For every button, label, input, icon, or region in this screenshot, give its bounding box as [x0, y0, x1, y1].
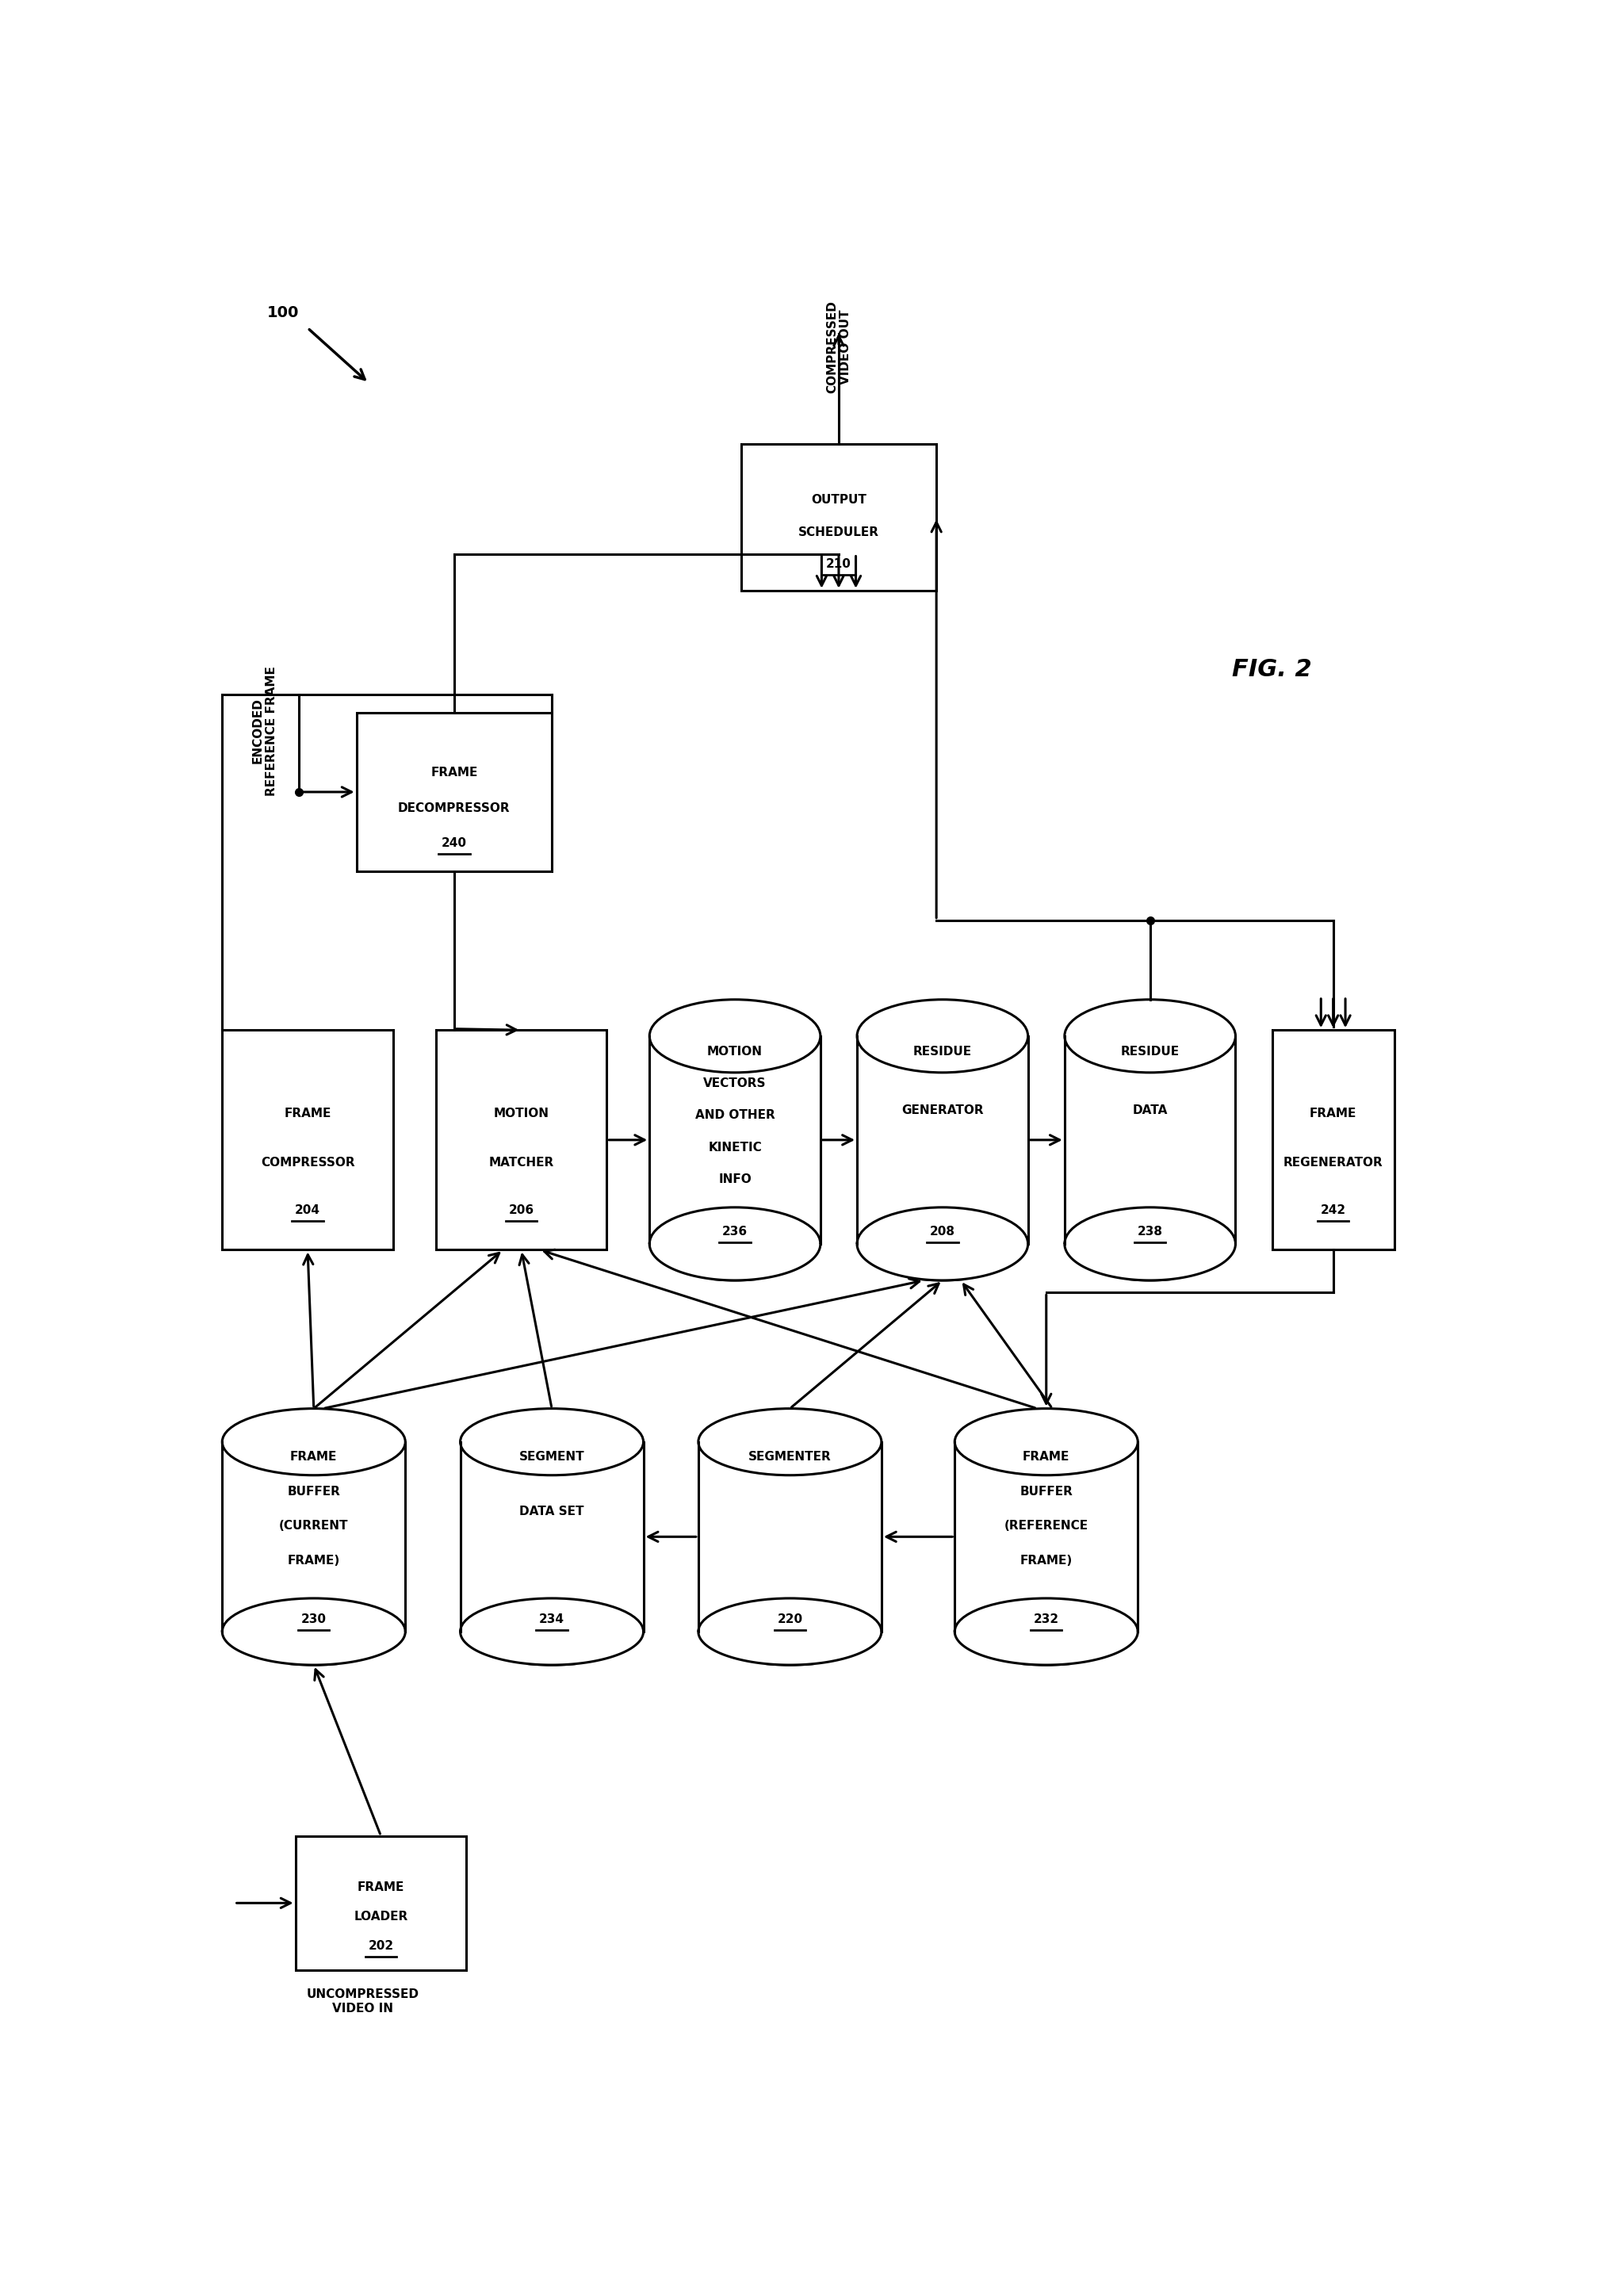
Text: FRAME: FRAME [1310, 1107, 1356, 1120]
Bar [646, 1244, 823, 1281]
Text: AND OTHER: AND OTHER [696, 1109, 776, 1120]
Text: 210: 210 [827, 558, 851, 569]
Text: REGENERATOR: REGENERATOR [1284, 1157, 1383, 1169]
Text: 230: 230 [301, 1614, 326, 1626]
Text: MOTION: MOTION [494, 1107, 548, 1120]
Text: 232: 232 [1033, 1614, 1059, 1626]
Text: (CURRENT: (CURRENT [280, 1520, 349, 1531]
Text: DATA: DATA [1132, 1104, 1167, 1116]
Text: BUFFER: BUFFER [1020, 1486, 1073, 1497]
Ellipse shape [461, 1407, 643, 1476]
Text: INFO: INFO [718, 1173, 752, 1185]
Bar [649, 1035, 820, 1244]
Text: SCHEDULER: SCHEDULER [798, 526, 879, 537]
Text: UNCOMPRESSED
VIDEO IN: UNCOMPRESSED VIDEO IN [307, 1988, 419, 2014]
Ellipse shape [461, 1598, 643, 1665]
Text: COMPRESSED
VIDEO OUT: COMPRESSED VIDEO OUT [825, 301, 852, 393]
Bar [357, 712, 552, 872]
Text: 220: 220 [777, 1614, 803, 1626]
Text: FRAME): FRAME) [288, 1554, 341, 1566]
Text: SEGMENT: SEGMENT [520, 1451, 585, 1463]
Bar [955, 1442, 1138, 1632]
Text: BUFFER: BUFFER [288, 1486, 341, 1497]
Text: 240: 240 [441, 836, 467, 850]
Text: 100: 100 [267, 305, 299, 319]
Text: 236: 236 [723, 1226, 748, 1238]
Text: 206: 206 [508, 1205, 534, 1217]
Text: RESIDUE: RESIDUE [1121, 1045, 1180, 1056]
Text: MATCHER: MATCHER [489, 1157, 553, 1169]
Text: FRAME: FRAME [430, 767, 478, 778]
Bar [1065, 1035, 1236, 1244]
Ellipse shape [649, 999, 820, 1072]
Ellipse shape [857, 999, 1028, 1072]
Bar [740, 443, 937, 590]
Bar [222, 1442, 405, 1632]
Bar [854, 1244, 1031, 1281]
Text: COMPRESSOR: COMPRESSOR [261, 1157, 355, 1169]
Bar [219, 1632, 408, 1665]
Ellipse shape [222, 1407, 405, 1476]
Text: SEGMENTER: SEGMENTER [748, 1451, 831, 1463]
Text: FRAME: FRAME [285, 1107, 331, 1120]
Text: MOTION: MOTION [707, 1045, 763, 1056]
Text: FRAME: FRAME [1023, 1451, 1070, 1463]
Ellipse shape [857, 1208, 1028, 1281]
Bar [699, 1442, 881, 1632]
Text: FRAME): FRAME) [1020, 1554, 1073, 1566]
Bar [457, 1632, 646, 1665]
Bar [857, 1035, 1028, 1244]
Bar [1062, 1244, 1239, 1281]
Text: FRAME: FRAME [357, 1880, 405, 1892]
Bar [222, 1031, 393, 1249]
Bar [296, 1837, 467, 1970]
Text: 202: 202 [368, 1940, 393, 1952]
Ellipse shape [1065, 999, 1236, 1072]
Text: RESIDUE: RESIDUE [913, 1045, 972, 1056]
Ellipse shape [955, 1598, 1138, 1665]
Bar [437, 1031, 606, 1249]
Bar [696, 1632, 884, 1665]
Text: 204: 204 [294, 1205, 320, 1217]
Bar [461, 1442, 643, 1632]
Text: KINETIC: KINETIC [708, 1141, 761, 1153]
Text: 234: 234 [539, 1614, 564, 1626]
Text: (REFERENCE: (REFERENCE [1004, 1520, 1089, 1531]
Text: DECOMPRESSOR: DECOMPRESSOR [398, 801, 510, 815]
Text: 242: 242 [1321, 1205, 1346, 1217]
Text: GENERATOR: GENERATOR [902, 1104, 983, 1116]
Text: FIG. 2: FIG. 2 [1233, 659, 1313, 682]
Ellipse shape [1065, 1208, 1236, 1281]
Ellipse shape [222, 1598, 405, 1665]
Ellipse shape [699, 1407, 881, 1476]
Text: 208: 208 [929, 1226, 955, 1238]
Ellipse shape [649, 1208, 820, 1281]
Bar [951, 1632, 1140, 1665]
Ellipse shape [955, 1407, 1138, 1476]
Ellipse shape [699, 1598, 881, 1665]
Text: OUTPUT: OUTPUT [811, 494, 867, 505]
Text: 238: 238 [1137, 1226, 1162, 1238]
Text: DATA SET: DATA SET [520, 1506, 584, 1518]
Bar [1273, 1031, 1394, 1249]
Text: VECTORS: VECTORS [704, 1077, 766, 1088]
Text: FRAME: FRAME [289, 1451, 337, 1463]
Text: LOADER: LOADER [353, 1910, 408, 1922]
Text: ENCODED
REFERENCE FRAME: ENCODED REFERENCE FRAME [253, 666, 278, 797]
